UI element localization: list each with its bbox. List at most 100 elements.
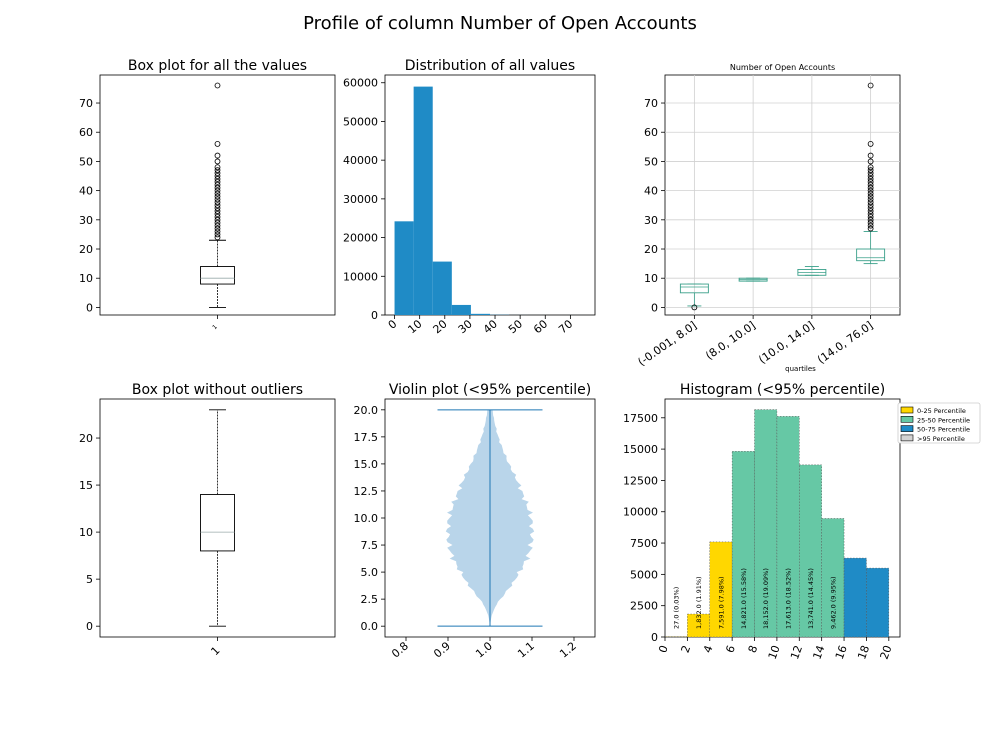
y-tick-label: 20 — [644, 243, 658, 256]
y-tick-label: 0.0 — [361, 620, 379, 633]
y-tick-label: 10 — [644, 272, 658, 285]
outlier-point — [214, 216, 221, 223]
y-tick-label: 15 — [79, 479, 93, 492]
y-tick-label: 7.5 — [361, 539, 379, 552]
histogram-bar — [432, 261, 452, 315]
outlier-point — [214, 181, 221, 188]
outlier-point — [867, 173, 874, 179]
y-tick-label: 20000 — [343, 232, 378, 245]
outlier-point — [691, 304, 698, 311]
legend-label: >95 Percentile — [917, 435, 965, 443]
y-tick-label: 10000 — [623, 506, 658, 519]
outlier-point — [214, 231, 221, 238]
outlier-point — [867, 211, 874, 217]
y-tick-label: 0 — [651, 301, 658, 314]
x-axis-label: quartiles — [785, 365, 816, 373]
outlier-point — [867, 193, 874, 200]
outlier-point — [867, 164, 874, 171]
y-tick-label: 20.0 — [354, 404, 379, 417]
outlier-point — [867, 196, 874, 203]
axes-frame — [664, 74, 901, 316]
x-tick-label: 8 — [746, 644, 761, 655]
y-tick-label: 40 — [644, 185, 658, 198]
x-tick-label: 1 — [208, 644, 222, 658]
y-tick-label: 0 — [651, 631, 658, 644]
y-tick-label: 10.0 — [354, 512, 379, 525]
outlier-point — [867, 170, 874, 177]
bar-label: 7,591.0 (7.98%) — [717, 576, 725, 629]
y-tick-label: 70 — [644, 97, 658, 110]
panel-title: Number of Open Accounts — [730, 63, 835, 72]
y-tick-label: 50 — [79, 155, 93, 168]
legend-label: 0-25 Percentile — [917, 407, 966, 415]
outlier-point — [214, 208, 221, 214]
histogram-bar — [394, 221, 414, 315]
outlier-point — [867, 205, 874, 212]
x-tick-label: 30 — [456, 317, 475, 336]
y-tick-label: 0 — [86, 620, 93, 633]
histogram-bar — [866, 567, 890, 638]
outlier-point — [214, 219, 221, 226]
outlier-point — [214, 170, 221, 177]
outlier-point — [867, 187, 874, 194]
x-tick-label: 70 — [556, 317, 575, 336]
outlier-point — [214, 193, 221, 200]
x-tick-label: (14.0, 76.0] — [815, 319, 875, 367]
outlier-point — [214, 82, 221, 89]
outlier-point — [867, 181, 874, 188]
y-tick-label: 7500 — [630, 537, 658, 550]
y-tick-label: 40 — [79, 185, 93, 198]
legend-box — [897, 402, 981, 444]
y-tick-label: 60 — [644, 126, 658, 139]
x-tick-label: 14 — [810, 644, 827, 662]
y-tick-label: 12500 — [623, 474, 658, 487]
x-tick-label: (-0.001, 8.0] — [636, 319, 700, 369]
y-tick-label: 10 — [79, 526, 93, 539]
legend-label: 50-75 Percentile — [917, 426, 970, 434]
outlier-point — [214, 222, 221, 229]
x-tick-label: 20 — [431, 317, 450, 336]
y-tick-label: 2500 — [630, 600, 658, 613]
legend-label: 25-50 Percentile — [917, 416, 970, 424]
y-tick-label: 30 — [644, 214, 658, 227]
x-tick-label: 60 — [531, 317, 550, 336]
legend-swatch — [900, 415, 914, 423]
outlier-point — [214, 228, 221, 235]
outlier-point — [867, 190, 874, 197]
outlier-point — [214, 173, 221, 179]
bar-label: 18,152.0 (19.09%) — [762, 568, 770, 629]
x-tick-label: 1.1 — [515, 639, 537, 660]
y-tick-label: 0 — [86, 301, 93, 314]
x-tick-label: 40 — [481, 317, 500, 336]
outlier-point — [214, 187, 221, 194]
box — [200, 494, 235, 552]
panel-title: Distribution of all values — [405, 58, 575, 74]
x-tick-label: 18 — [855, 644, 872, 662]
panel-title: Histogram (<95% percentile) — [680, 382, 885, 398]
panel-title: Box plot for all the values — [128, 58, 307, 74]
x-tick-label: 0 — [656, 644, 671, 655]
figure-title: Profile of column Number of Open Account… — [303, 13, 697, 34]
bar-label: 14,821.0 (15.58%) — [740, 568, 748, 629]
bar-label: 17,613.0 (18.52%) — [785, 568, 793, 629]
outlier-point — [214, 234, 221, 241]
outlier-point — [214, 211, 221, 217]
x-tick-label: 16 — [833, 644, 850, 662]
y-tick-label: 5 — [86, 573, 93, 586]
y-tick-label: 30000 — [343, 193, 378, 206]
x-tick-label: 12 — [788, 644, 805, 662]
y-tick-label: 40000 — [343, 154, 378, 167]
outlier-point — [214, 158, 221, 165]
x-tick-label: 0.8 — [389, 639, 411, 660]
box — [679, 283, 709, 294]
box — [200, 266, 235, 285]
x-tick-label: 1 — [211, 323, 219, 331]
outlier-point — [867, 178, 874, 185]
y-tick-label: 10 — [79, 272, 93, 285]
outlier-point — [214, 176, 221, 182]
axes-frame — [99, 74, 336, 316]
outlier-point — [214, 141, 221, 147]
outlier-point — [214, 184, 221, 191]
